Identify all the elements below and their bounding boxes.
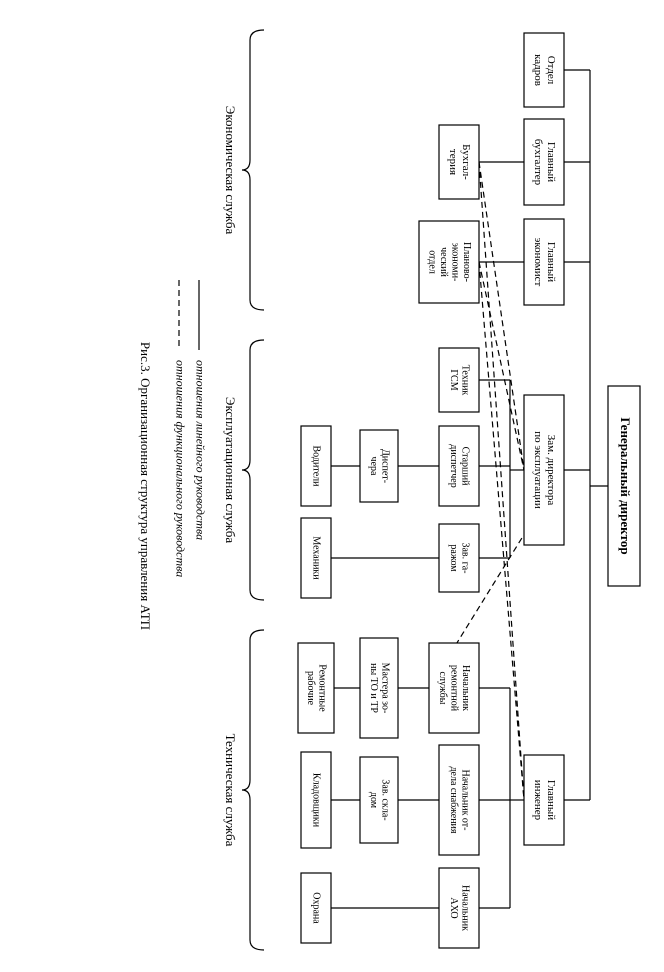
node-label: рабочие bbox=[305, 671, 316, 706]
node-label: терия bbox=[447, 149, 459, 175]
legend-label: отношения линейного руководства bbox=[193, 360, 207, 540]
node-label: Бухгал- bbox=[460, 144, 472, 180]
node-label: Начальник bbox=[460, 665, 471, 711]
node-label: отдел bbox=[426, 250, 437, 274]
node-label: Планово- bbox=[461, 242, 472, 282]
node-label: ремонтной bbox=[449, 665, 460, 712]
node-label: Механики bbox=[311, 536, 322, 580]
node-label: Главный bbox=[545, 780, 557, 820]
node-label: ны ТО и ТР bbox=[368, 663, 379, 713]
node-label: Отдел bbox=[545, 56, 557, 85]
node-label: кадров bbox=[532, 54, 544, 86]
node-label: дела снабжения bbox=[448, 766, 459, 833]
node-label: Начальник от- bbox=[459, 770, 470, 831]
group-label: Эксплуатационная служба bbox=[223, 397, 238, 543]
node-label: Зав. скла- bbox=[379, 779, 390, 820]
node-label: Зав. га- bbox=[459, 542, 470, 573]
node-label: АХО bbox=[448, 897, 459, 918]
node-label: ражом bbox=[448, 544, 459, 572]
node-label: Диспет- bbox=[379, 449, 390, 483]
node-label: экономи- bbox=[449, 243, 460, 282]
node-label: Охрана bbox=[311, 892, 322, 924]
node-label: Главный bbox=[545, 142, 557, 182]
node-label: чера bbox=[368, 457, 379, 476]
node-label: Техник bbox=[459, 365, 470, 396]
edge-functional bbox=[479, 262, 524, 470]
node-label: Начальник bbox=[459, 885, 470, 931]
group-brace bbox=[242, 30, 264, 310]
node-label: службы bbox=[437, 672, 448, 705]
node-label: дом bbox=[368, 792, 379, 809]
node-label: экономист bbox=[532, 238, 544, 287]
node-label: Зам. директора bbox=[545, 435, 557, 506]
edge-functional bbox=[479, 162, 524, 800]
edge-functional bbox=[479, 262, 524, 800]
node-label: Ремонтные bbox=[316, 664, 327, 712]
node-label: Главный bbox=[545, 242, 557, 282]
node-label: бухгалтер bbox=[532, 139, 544, 186]
org-chart: Генеральный директорОтделкадровГлавныйбу… bbox=[0, 0, 664, 972]
node-label: ГСМ bbox=[448, 369, 459, 390]
node-label: Мастера зо- bbox=[379, 663, 390, 714]
node-label: Старший bbox=[459, 447, 470, 487]
legend-label: отношения функционального руководства bbox=[173, 360, 187, 577]
node-label: инженер bbox=[532, 780, 544, 821]
node-label: Генеральный директор bbox=[618, 417, 633, 554]
node-label: по эксплуатации bbox=[532, 431, 544, 509]
group-brace bbox=[242, 340, 264, 600]
node-label: Кладовщики bbox=[311, 773, 322, 828]
group-brace bbox=[242, 630, 264, 950]
node-label: ческий bbox=[438, 247, 449, 277]
node-label: диспетчер bbox=[448, 444, 459, 488]
figure-caption: Рис.3. Организационная структура управле… bbox=[138, 342, 153, 630]
group-label: Техническая служба bbox=[223, 734, 238, 847]
group-label: Экономическая служба bbox=[223, 106, 238, 235]
edge-functional bbox=[479, 162, 524, 470]
node-label: Водители bbox=[311, 446, 322, 488]
